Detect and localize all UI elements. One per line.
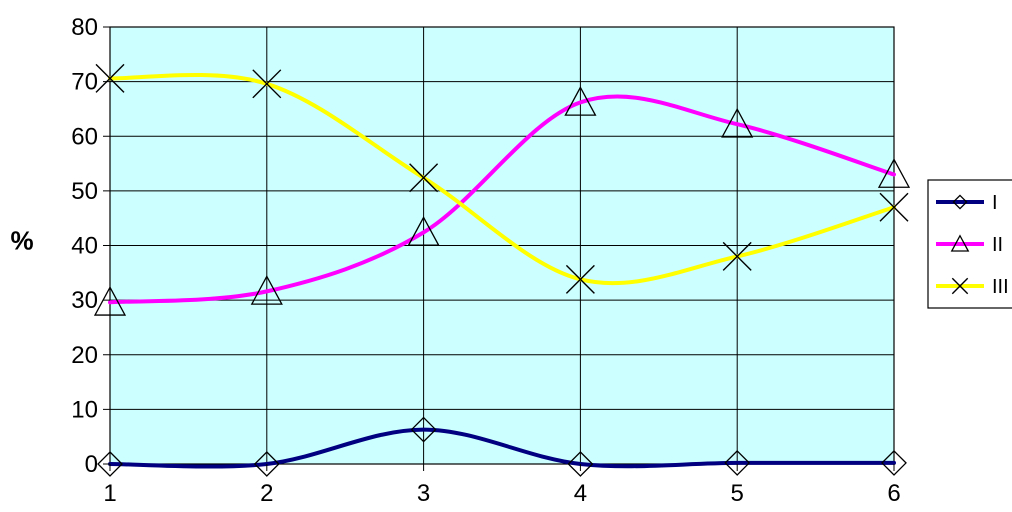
- legend-marker: [950, 234, 970, 252]
- legend-marker: [952, 194, 968, 210]
- point-I-1: [97, 451, 123, 477]
- series-line-II: [108, 94, 896, 305]
- y-tick-label: 60: [71, 123, 98, 150]
- legend-label: I: [992, 192, 998, 214]
- y-axis-ticks: 0 10 20 30 40 50 60 70 80: [71, 14, 110, 478]
- x-tick-label: 3: [417, 480, 430, 507]
- point-II-2: [250, 275, 283, 305]
- point-III-5: [722, 241, 752, 271]
- y-tick-label: 80: [71, 14, 98, 41]
- point-III-3: [409, 163, 439, 193]
- x-tick-label: 5: [731, 480, 744, 507]
- series-line-I: [108, 427, 896, 469]
- x-tick-label: 6: [887, 480, 900, 507]
- y-tick-label: 50: [71, 178, 98, 205]
- point-III-2: [252, 69, 282, 99]
- point-II-3: [407, 216, 440, 246]
- legend-marker: [951, 277, 969, 295]
- y-tick-label: 70: [71, 69, 98, 96]
- legend-label: III: [992, 276, 1009, 298]
- x-tick-label: 4: [574, 480, 587, 507]
- legend-item-III: III: [936, 276, 1009, 298]
- x-axis-ticks: 1 2 3 4 5 6: [103, 464, 901, 507]
- point-II-6: [877, 158, 911, 188]
- legend-label: II: [992, 234, 1003, 256]
- point-II-5: [721, 107, 754, 138]
- series-lines: [108, 73, 896, 469]
- y-tick-label: 40: [71, 233, 98, 260]
- y-tick-label: 30: [71, 287, 98, 314]
- legend-item-II: II: [936, 234, 1003, 256]
- series-line-III: [108, 73, 896, 286]
- point-II-4: [564, 86, 597, 116]
- x-tick-label: 2: [260, 480, 273, 507]
- point-II-1: [93, 285, 127, 316]
- y-axis-title: %: [10, 226, 33, 256]
- point-I-5: [724, 449, 751, 476]
- point-I-3: [410, 416, 437, 443]
- markers: [93, 63, 911, 477]
- x-tick-label: 1: [103, 480, 116, 507]
- legend-item-I: I: [936, 192, 998, 214]
- point-I-4: [567, 451, 594, 477]
- point-III-4: [565, 264, 595, 294]
- point-I-2: [253, 451, 280, 477]
- point-III-1: [95, 63, 125, 93]
- y-tick-label: 20: [71, 342, 98, 369]
- point-I-6: [881, 449, 907, 476]
- y-tick-label: 0: [85, 451, 98, 478]
- y-tick-label: 10: [71, 396, 98, 423]
- point-III-6: [879, 192, 909, 222]
